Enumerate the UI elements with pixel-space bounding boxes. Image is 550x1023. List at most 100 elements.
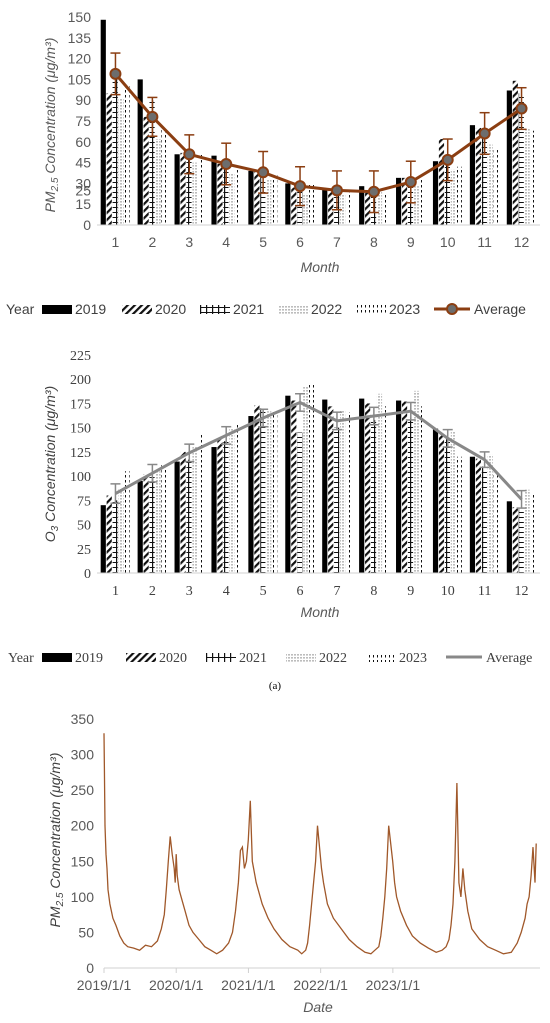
bar-2023 — [309, 384, 315, 573]
y-tick-label: 135 — [68, 30, 92, 46]
y-tick-label: 350 — [71, 711, 95, 727]
bar-2020 — [365, 191, 371, 225]
bar-2023 — [235, 422, 241, 573]
chart1-legend: Year 2019 2020 2021 2022 2023 Average — [6, 301, 526, 317]
bar-2019 — [359, 186, 365, 225]
bar-2021 — [149, 477, 155, 573]
bar-2020 — [217, 163, 223, 225]
average-point — [404, 176, 417, 189]
x-tick-label: 2022/1/1 — [293, 977, 348, 993]
legend-label-2019: 2019 — [75, 651, 103, 666]
bar-2023 — [198, 152, 204, 225]
bar-2022 — [303, 194, 309, 225]
legend-swatch-2022 — [286, 653, 316, 662]
x-tick-label: 2021/1/1 — [221, 977, 276, 993]
bar-2022 — [450, 431, 456, 573]
bar-2020 — [512, 80, 518, 225]
legend-swatch-2023 — [356, 305, 386, 314]
bar-2021 — [186, 148, 192, 225]
bar-2021 — [260, 408, 266, 573]
y-tick-label: 50 — [78, 924, 94, 940]
bar-2022 — [303, 386, 309, 573]
average-line — [114, 400, 523, 501]
y-tick-label: 0 — [83, 217, 91, 233]
bar-2021 — [444, 155, 450, 225]
y-tick-label: 120 — [68, 51, 92, 67]
x-tick-label: 2019/1/1 — [77, 977, 132, 993]
bar-2020 — [475, 458, 481, 573]
x-tick-label: 10 — [441, 584, 455, 599]
bar-2019 — [248, 416, 254, 573]
bar-2019 — [396, 177, 402, 225]
bar-2023 — [161, 127, 167, 225]
bar-2022 — [155, 471, 161, 573]
average-point — [220, 157, 233, 170]
x-tick-label: 7 — [333, 234, 341, 250]
average-point — [330, 184, 343, 197]
bar-2019 — [174, 154, 180, 225]
bar-2023 — [382, 406, 389, 573]
bar-2022 — [266, 411, 272, 573]
bar-2022 — [340, 194, 346, 225]
average-point — [183, 148, 196, 161]
legend-label-2019: 2019 — [75, 301, 106, 317]
bar-2022 — [524, 127, 530, 225]
bar-2020 — [106, 93, 112, 226]
y-tick-label: 15 — [75, 196, 91, 212]
legend-swatch-2020 — [126, 653, 156, 662]
y-tick-label: 90 — [75, 92, 91, 108]
bar-2022 — [340, 410, 346, 573]
y-tick-label: 175 — [70, 397, 91, 412]
legend-marker-average — [446, 303, 458, 315]
bar-2019 — [174, 461, 180, 573]
bar-2020 — [438, 434, 445, 573]
chart2: O3 Concentration (μg/m³) Month 025507510… — [8, 349, 540, 666]
legend-swatch-2023 — [366, 653, 396, 662]
legend-label-average: Average — [486, 651, 532, 666]
pm25-daily-line — [103, 733, 537, 955]
bar-2022 — [413, 186, 420, 225]
legend-label-2023: 2023 — [389, 301, 420, 317]
bar-2020 — [143, 116, 149, 225]
bar-2019 — [100, 19, 106, 226]
y-tick-label: 0 — [86, 960, 94, 976]
bar-2021 — [481, 139, 487, 225]
chart2-xlabel: Month — [301, 604, 340, 620]
y-tick-label: 45 — [75, 155, 91, 171]
legend-label-2021: 2021 — [233, 301, 264, 317]
bar-2022 — [192, 162, 198, 225]
legend-swatch-2022 — [278, 305, 308, 314]
bar-2019 — [322, 188, 328, 225]
legend-label-2021: 2021 — [239, 651, 267, 666]
bar-2020 — [180, 152, 186, 225]
bar-2023 — [345, 188, 352, 225]
legend-label-2022: 2022 — [319, 651, 347, 666]
bar-2023 — [345, 412, 352, 573]
bar-2022 — [229, 173, 235, 225]
chart2-legend: Year 2019 2020 2021 2022 2023 Average — [8, 651, 532, 666]
bar-2021 — [334, 427, 340, 573]
bar-2019 — [432, 428, 439, 573]
bar-2022 — [229, 427, 235, 573]
x-tick-label: 1 — [112, 584, 119, 599]
bar-2023 — [530, 130, 536, 225]
bar-2022 — [266, 179, 272, 225]
average-point — [257, 166, 270, 179]
bar-2019 — [506, 90, 512, 225]
bar-2021 — [407, 417, 414, 573]
bar-2021 — [481, 466, 487, 573]
bar-2019 — [285, 395, 291, 573]
bar-2019 — [396, 400, 402, 573]
legend-label-2020: 2020 — [155, 301, 186, 317]
x-tick-label: 3 — [185, 234, 193, 250]
bar-2022 — [118, 98, 124, 225]
legend-swatch-2021 — [206, 653, 236, 662]
chart3-ylabel: PM2.5 Concentration (μg/m³) — [47, 753, 66, 928]
bar-2021 — [112, 72, 118, 225]
y-tick-label: 25 — [77, 543, 91, 558]
x-tick-label: 5 — [259, 234, 267, 250]
average-point — [109, 67, 122, 80]
y-tick-label: 60 — [75, 134, 91, 150]
bar-2021 — [518, 93, 524, 226]
y-tick-label: 150 — [68, 9, 92, 25]
